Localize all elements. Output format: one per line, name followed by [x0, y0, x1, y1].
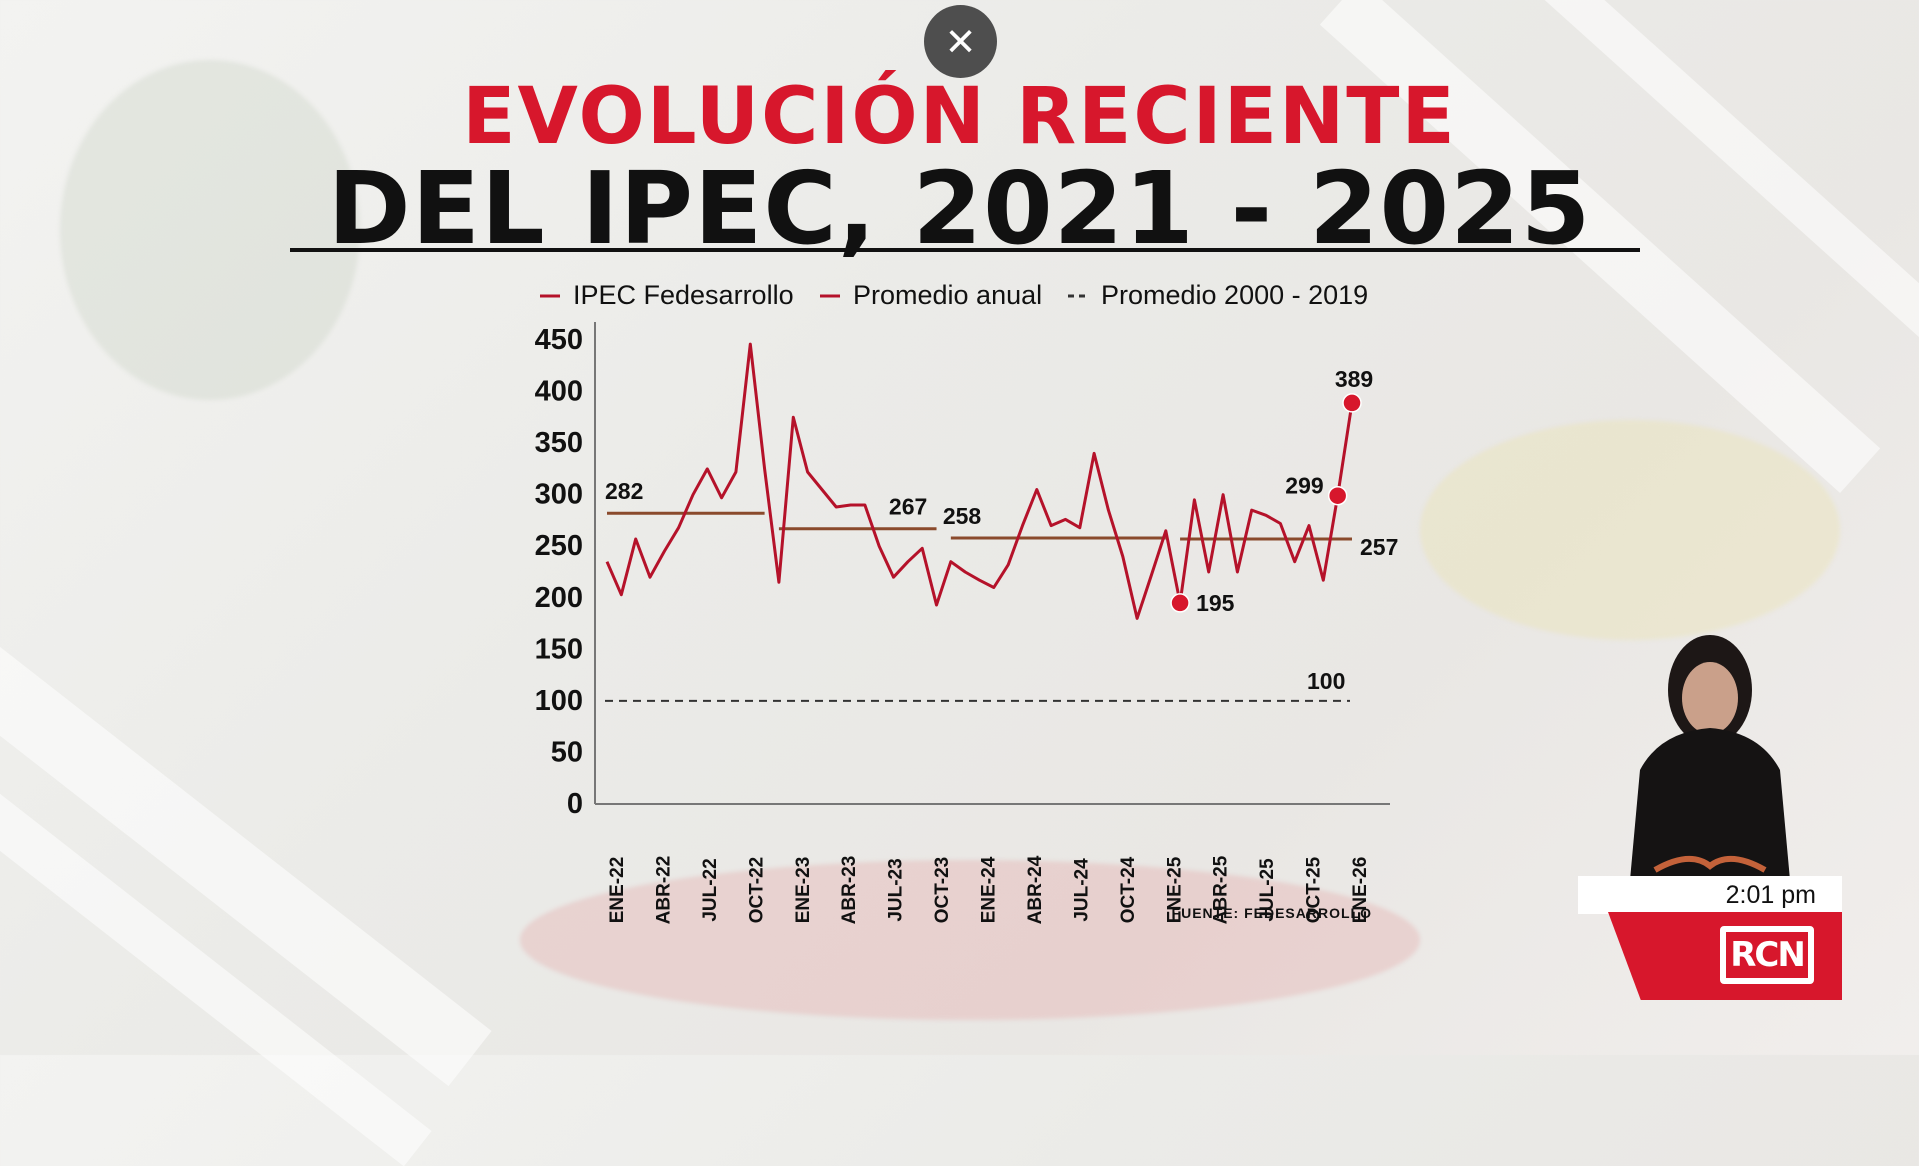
x-tick-label: ABR-25 [1211, 855, 1232, 924]
annual-average-label: 258 [943, 503, 982, 529]
x-tick-label: JUL-22 [700, 858, 721, 921]
x-tick-label: ENE-22 [607, 857, 628, 924]
x-tick-label: ENE-25 [1164, 856, 1185, 923]
legend-item-promedio-anual-label: Promedio anual [853, 280, 1042, 310]
close-icon: ✕ [944, 19, 977, 64]
x-tick-label: JUL-25 [1257, 858, 1278, 922]
x-tick-label: ABR-24 [1025, 855, 1046, 924]
highlighted-point [1342, 393, 1362, 413]
y-tick-label: 400 [535, 376, 583, 408]
y-tick-label: 350 [535, 427, 583, 459]
highlighted-point [1327, 485, 1348, 506]
x-tick-label: OCT-22 [746, 857, 767, 924]
background-shape [1420, 420, 1840, 640]
interpreter-image [1630, 635, 1790, 880]
chart-title-line2: DEL IPEC, 2021 - 2025 [327, 150, 1592, 267]
annual-average-label: 282 [605, 478, 643, 504]
close-button[interactable]: ✕ [924, 5, 997, 78]
channel-logo: RCN [1720, 926, 1814, 984]
legend-item-promedio-2000-2019-label: Promedio 2000 - 2019 [1101, 280, 1368, 310]
ipec-chart: 0 50 100 150 200 250 300 350 400 450 ENE-22 ABR-22 J… [535, 280, 1399, 925]
annual-average-label: 257 [1360, 534, 1398, 560]
x-tick-label: ENE-24 [979, 856, 1000, 923]
x-tick-label: OCT-25 [1304, 856, 1325, 923]
annual-average-label: 267 [889, 494, 927, 520]
x-tick-label: ABR-22 [653, 856, 674, 925]
clock-text: 2:01 pm [1725, 880, 1816, 909]
title-divider [290, 248, 1640, 252]
y-tick-label: 100 [535, 685, 583, 717]
x-tick-label: OCT-24 [1118, 856, 1139, 923]
clock: 2:01 pm [1578, 876, 1842, 914]
background-shape [60, 60, 360, 400]
y-tick-label: 50 [551, 736, 583, 768]
chart-title-line1: EVOLUCIÓN RECIENTE [462, 72, 1457, 162]
ipec-series-line [605, 342, 1354, 620]
legend-item-ipec-label: IPEC Fedesarrollo [573, 280, 794, 310]
highlighted-point-label: 299 [1285, 473, 1323, 499]
x-tick-label: ABR-23 [839, 856, 860, 925]
x-tick-label: JUL-24 [1071, 858, 1092, 922]
source-note: FUENTE: FEDESARROLLO [1172, 905, 1372, 921]
background-shape [520, 860, 1420, 1020]
x-tick-label: JUL-23 [886, 858, 907, 921]
x-tick-label: OCT-23 [932, 857, 953, 924]
y-tick-label: 150 [535, 633, 583, 665]
reference-line-label: 100 [1307, 668, 1345, 694]
highlighted-point [1170, 593, 1190, 613]
highlighted-point-label: 389 [1335, 366, 1373, 392]
highlighted-point-label: 195 [1196, 590, 1235, 616]
x-tick-label: ENE-26 [1350, 857, 1371, 924]
y-tick-label: 300 [535, 479, 583, 511]
y-tick-label: 450 [535, 324, 583, 356]
y-tick-label: 200 [535, 582, 583, 614]
x-tick-label: ENE-23 [793, 857, 814, 924]
y-tick-label: 0 [567, 788, 583, 820]
y-tick-label: 250 [535, 530, 583, 562]
